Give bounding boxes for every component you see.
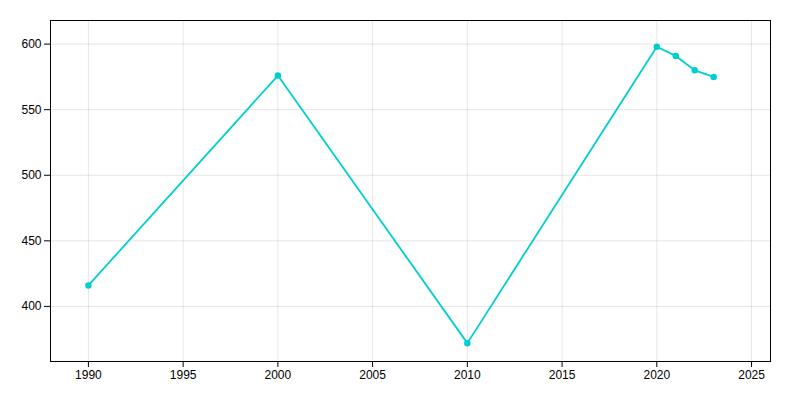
svg-text:2015: 2015 [549, 368, 576, 382]
svg-text:2000: 2000 [265, 368, 292, 382]
svg-text:550: 550 [21, 103, 41, 117]
svg-text:1995: 1995 [170, 368, 197, 382]
svg-text:1990: 1990 [75, 368, 102, 382]
svg-text:500: 500 [21, 168, 41, 182]
svg-text:2010: 2010 [454, 368, 481, 382]
svg-text:2025: 2025 [738, 368, 765, 382]
svg-text:450: 450 [21, 234, 41, 248]
svg-text:600: 600 [21, 37, 41, 51]
svg-text:400: 400 [21, 299, 41, 313]
svg-text:2005: 2005 [359, 368, 386, 382]
svg-text:2020: 2020 [643, 368, 670, 382]
